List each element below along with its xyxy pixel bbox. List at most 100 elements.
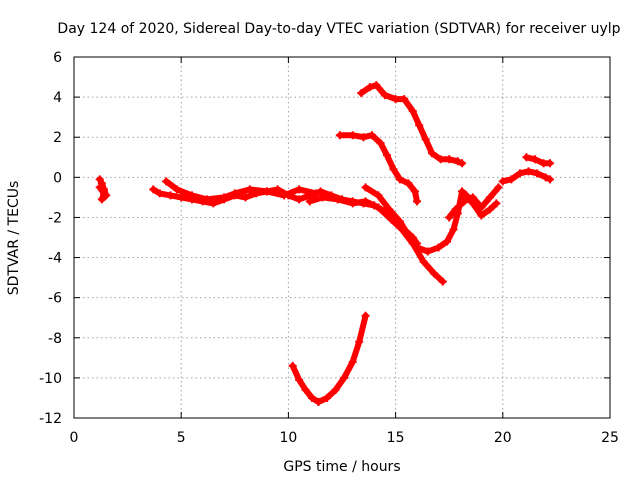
data-point: [295, 185, 304, 194]
data-point: [361, 311, 370, 320]
data-point: [515, 169, 524, 178]
data-point: [172, 185, 181, 194]
data-point: [166, 191, 175, 200]
data-point: [400, 95, 409, 104]
data-point: [545, 159, 554, 168]
data-point: [391, 95, 400, 104]
data-point: [468, 193, 477, 202]
data-point: [408, 107, 417, 116]
data-point: [545, 175, 554, 184]
data-point: [383, 151, 392, 160]
series-arc-9: [335, 131, 422, 206]
data-point: [413, 197, 422, 206]
data-point: [295, 195, 304, 204]
data-point: [453, 157, 462, 166]
data-point: [389, 165, 398, 174]
data-point: [436, 155, 445, 164]
data-point: [445, 155, 454, 164]
data-point: [318, 193, 327, 202]
data-point: [395, 175, 404, 184]
data-point: [376, 139, 385, 148]
data-points: [95, 81, 554, 406]
x-tick-labels: 0 5 10 15 20 25: [70, 430, 619, 446]
data-point: [524, 167, 533, 176]
data-point: [100, 189, 109, 198]
series-arc-1: [95, 175, 111, 204]
y-tick-label: 2: [53, 130, 62, 146]
y-tick-label: -6: [48, 291, 62, 307]
y-tick-label: -4: [48, 251, 62, 267]
data-point: [445, 213, 454, 222]
data-point: [365, 83, 374, 92]
data-point: [97, 179, 106, 188]
data-point: [355, 337, 364, 346]
data-point: [177, 193, 186, 202]
x-tick-label: 20: [494, 430, 512, 446]
data-point: [357, 89, 366, 98]
data-point: [498, 177, 507, 186]
data-point: [443, 237, 452, 246]
data-point: [359, 133, 368, 142]
data-point: [288, 361, 297, 370]
data-point: [421, 135, 430, 144]
data-point: [434, 243, 443, 252]
data-point: [460, 197, 469, 206]
data-point: [361, 197, 370, 206]
chart-title: Day 124 of 2020, Sidereal Day-to-day VTE…: [57, 21, 620, 37]
data-point: [494, 183, 503, 192]
data-point: [430, 269, 439, 278]
data-point: [220, 193, 229, 202]
data-point: [451, 205, 460, 214]
data-point: [95, 183, 104, 192]
series-arc-11: [288, 311, 370, 406]
data-point: [530, 155, 539, 164]
series-arc-10: [357, 81, 467, 168]
data-point: [380, 91, 389, 100]
data-point: [385, 205, 394, 214]
data-point: [95, 175, 104, 184]
data-point: [387, 215, 396, 224]
y-tick-label: 6: [53, 50, 62, 66]
data-point: [458, 187, 467, 196]
data-point: [428, 149, 437, 158]
x-tick-label: 15: [387, 430, 405, 446]
plot-frame: [73, 56, 611, 419]
data-point: [202, 195, 211, 204]
data-point: [162, 177, 171, 186]
y-axis-label: SDTVAR / TECUs: [6, 181, 22, 296]
data-point: [419, 257, 428, 266]
data-point: [348, 199, 357, 208]
data-point: [322, 393, 331, 402]
y-tick-label: 0: [53, 170, 62, 186]
y-tick-label: -2: [48, 210, 62, 226]
data-point: [230, 189, 239, 198]
series-arc-4: [305, 193, 447, 286]
y-tick-label: 4: [53, 90, 62, 106]
data-point: [307, 393, 316, 402]
data-point: [301, 385, 310, 394]
data-point: [155, 189, 164, 198]
data-point: [410, 187, 419, 196]
data-point: [295, 375, 304, 384]
data-point: [305, 197, 314, 206]
series-arc-8: [522, 153, 554, 168]
y-tick-label: -12: [39, 411, 62, 427]
x-tick-label: 10: [279, 430, 297, 446]
axis-ticks: [73, 56, 611, 419]
data-point: [312, 189, 321, 198]
data-point: [477, 203, 486, 212]
data-point: [395, 217, 404, 226]
x-axis-label: GPS time / hours: [283, 459, 400, 475]
data-point: [348, 131, 357, 140]
data-point: [423, 247, 432, 256]
data-point: [485, 193, 494, 202]
data-point: [187, 191, 196, 200]
data-point: [449, 225, 458, 234]
y-tick-labels: -12 -10 -8 -6 -4 -2 0 2 4 6: [39, 50, 62, 427]
grid-lines: [74, 57, 610, 418]
data-point: [280, 191, 289, 200]
series-arc-7: [498, 167, 554, 186]
x-tick-label: 5: [177, 430, 186, 446]
data-point: [522, 153, 531, 162]
data-point: [374, 191, 383, 200]
